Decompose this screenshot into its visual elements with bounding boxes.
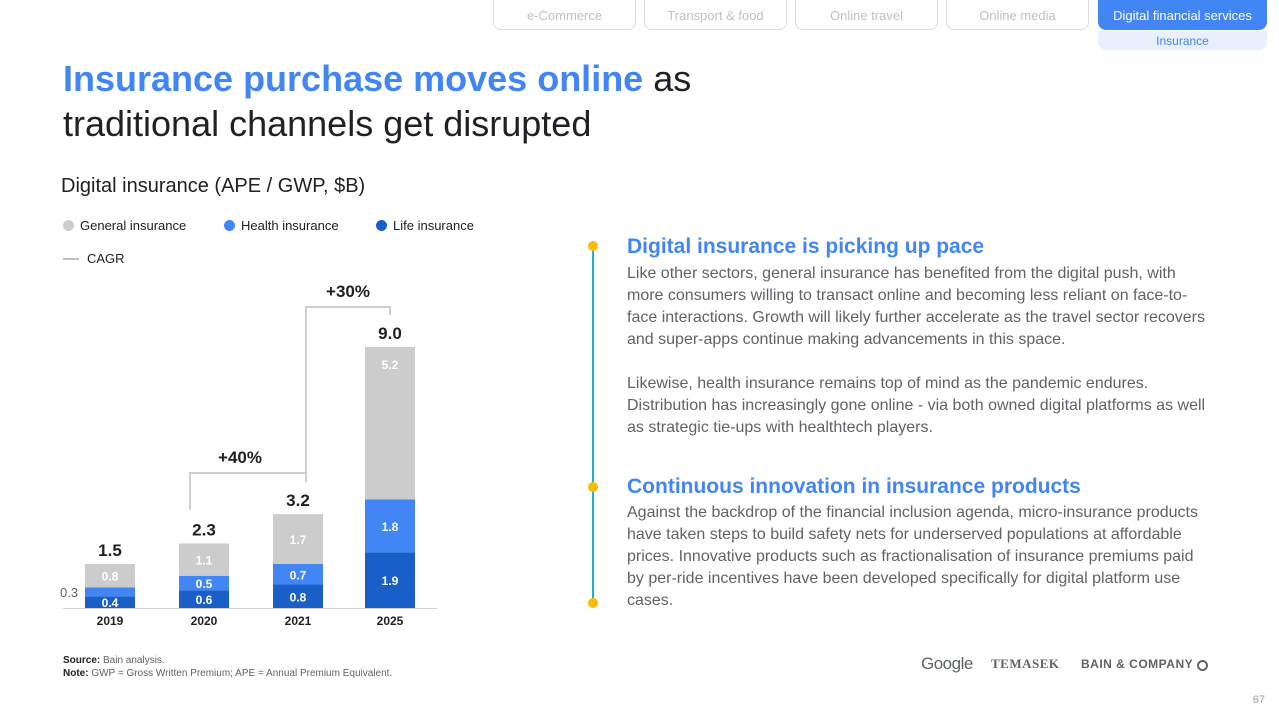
legend-cagr-label: CAGR (87, 251, 125, 266)
bar-segment-2021-1 (273, 564, 323, 585)
legend-life-swatch (376, 220, 387, 231)
bar-segment-2020-2 (179, 543, 229, 576)
bar-segment-2019-2 (85, 564, 135, 588)
temasek-logo: TEMASEK (991, 656, 1060, 671)
data-label-2020-1: 0.5 (196, 577, 213, 591)
bar-segment-2021-2 (273, 514, 323, 564)
bar-segment-2020-0 (179, 590, 229, 608)
legend-health-label: Health insurance (241, 218, 339, 233)
legend-health: Health insurance (224, 218, 339, 233)
tab-online-travel[interactable]: Online travel (795, 0, 938, 30)
tab-transport-food[interactable]: Transport & food (644, 0, 787, 30)
data-label-2019-0: 0.4 (102, 596, 119, 610)
bar-segment-2019-1 (85, 587, 135, 597)
legend-cagr-swatch (63, 257, 79, 260)
page-title-rest: as traditional channels get disrupted (63, 58, 692, 144)
bar-segment-2025-2 (365, 346, 415, 500)
total-label-2020: 2.3 (192, 520, 216, 539)
footer-source-text: Bain analysis. (100, 655, 165, 666)
x-tick-label-2019: 2019 (97, 614, 124, 628)
bar-segment-2025-0 (365, 552, 415, 608)
legend-life: Life insurance (376, 218, 474, 233)
bain-logo-mark (1196, 660, 1208, 671)
section-1-paragraph-1: Like other sectors, general insurance ha… (627, 265, 1206, 348)
legend-general: General insurance (63, 218, 186, 233)
data-label-2019-2: 0.8 (102, 570, 119, 584)
legend-general-swatch (63, 220, 74, 231)
x-tick-label-2020: 2020 (191, 614, 218, 628)
tab-online-media[interactable]: Online media (946, 0, 1089, 30)
subtab-insurance[interactable]: Insurance (1098, 31, 1267, 50)
timeline-dot-1 (588, 241, 598, 251)
bar-segment-2021-0 (273, 584, 323, 608)
cagr-label-2021-2025: +30% (326, 282, 370, 301)
x-tick-label-2025: 2025 (377, 614, 404, 628)
cagr-bracket-2021-2025 (305, 306, 391, 480)
data-label-2025-0: 1.9 (382, 574, 399, 588)
data-label-2020-2: 1.1 (196, 554, 213, 568)
data-label-2020-0: 0.6 (196, 593, 213, 607)
timeline-dot-3 (588, 598, 598, 608)
x-tick-label-2021: 2021 (285, 614, 312, 628)
footer-note: Note: GWP = Gross Written Premium; APE =… (63, 668, 392, 679)
google-logo: Google (921, 654, 973, 673)
section-2-paragraph-1: Against the backdrop of the financial in… (627, 504, 1198, 609)
bain-logo: BAIN & COMPANY (1081, 657, 1208, 671)
total-label-2025: 9.0 (378, 324, 402, 343)
tab-digital-financial-services[interactable]: Digital financial services (1098, 0, 1267, 30)
data-label-2025-2: 5.2 (382, 358, 399, 372)
bar-segment-2025-1 (365, 499, 415, 553)
footer-source-label: Source: (63, 655, 101, 666)
page-number: 67 (1252, 694, 1265, 706)
bain-logo-text: BAIN & COMPANY (1081, 657, 1193, 671)
legend-general-label: General insurance (80, 218, 187, 233)
footer-note-label: Note: (63, 668, 89, 679)
total-label-2019: 1.5 (98, 541, 122, 560)
data-label-2019-1: 0.3 (60, 585, 78, 600)
stacked-bar-chart: 0.4 0.3 0.8 1.5 2019 0.6 0.5 1.1 2.3 2020 0.8 0.7 1.… (60, 282, 437, 628)
section-heading-2: Continuous innovation in insurance produ… (627, 475, 1081, 498)
page-title-highlight: Insurance purchase moves online (63, 58, 644, 99)
chart-title: Digital insurance (APE / GWP, $B) (61, 175, 366, 197)
legend-health-swatch (224, 220, 235, 231)
data-label-2021-0: 0.8 (290, 590, 307, 604)
bar-segment-2019-0 (85, 596, 135, 608)
tab-ecommerce[interactable]: e-Commerce (493, 0, 636, 30)
bar-segment-2020-1 (179, 575, 229, 591)
data-label-2021-1: 0.7 (290, 568, 307, 582)
legend-cagr: CAGR (63, 251, 125, 266)
timeline-line (592, 246, 594, 604)
data-label-2025-1: 1.8 (382, 520, 399, 534)
data-label-2021-2: 1.7 (290, 533, 307, 547)
total-label-2021: 3.2 (286, 491, 310, 510)
footer-source: Source: Bain analysis. (63, 655, 165, 666)
timeline-dot-2 (588, 482, 598, 492)
legend-life-label: Life insurance (393, 218, 474, 233)
footer-note-text: GWP = Gross Written Premium; APE = Annua… (88, 668, 393, 679)
page-title: Insurance purchase moves online as tradi… (63, 56, 763, 146)
section-1-paragraph-2: Likewise, health insurance remains top o… (627, 375, 1206, 436)
cagr-label-2019-2021: +40% (218, 448, 262, 467)
section-heading-1: Digital insurance is picking up pace (627, 235, 985, 258)
